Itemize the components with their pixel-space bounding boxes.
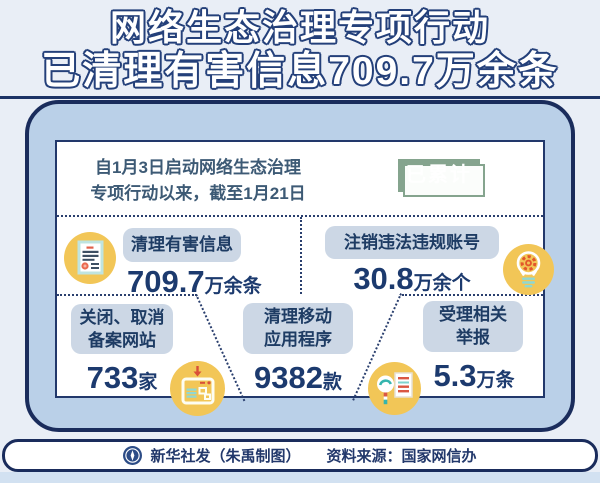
intro-line1: 自1月3日启动网络生态治理 — [95, 158, 301, 177]
dotted-divider-row2-left — [57, 294, 197, 296]
stat-label-accounts: 注销违法违规账号 — [325, 226, 499, 259]
content-panel: 自1月3日启动网络生态治理 专项行动以来，截至1月21日 已累计 清理有害信息 … — [55, 140, 554, 416]
footer-source: 资料来源：国家网信办 — [326, 448, 477, 465]
lightbulb-icon — [503, 244, 554, 300]
dotted-divider-column — [300, 217, 302, 294]
document-icon — [64, 232, 116, 289]
stat-label-line1: 关闭、取消 — [79, 308, 165, 327]
magnifier-icon — [368, 362, 421, 420]
intro-text: 自1月3日启动网络生态治理 专项行动以来，截至1月21日 — [72, 155, 324, 207]
dotted-divider-row2-right — [402, 294, 543, 296]
stat-label-apps: 清理移动 应用程序 — [243, 303, 353, 354]
stat-number: 709.7 — [127, 264, 205, 299]
page-title: 网络生态治理专项行动 已清理有害信息709.7万余条 — [0, 6, 600, 94]
stat-unit: 万余个 — [413, 273, 471, 294]
footer-bar: 新华社发（朱禹制图） 资料来源：国家网信办 — [2, 439, 598, 472]
stat-label-line1: 清理移动 — [264, 307, 332, 326]
stat-unit: 家 — [138, 372, 158, 393]
cumulative-badge: 已累计 — [398, 159, 485, 197]
browser-icon — [170, 361, 225, 421]
stat-value-accounts: 30.8万余个 — [325, 261, 499, 297]
stat-label-line2: 备案网站 — [88, 331, 156, 350]
stat-number: 30.8 — [353, 261, 414, 296]
title-underline — [0, 96, 600, 99]
stat-value-reports: 5.3万条 — [419, 358, 529, 394]
stat-label-line2: 应用程序 — [264, 330, 332, 349]
stat-value-harmful-info: 709.7万余条 — [127, 264, 262, 300]
stat-number: 5.3 — [433, 358, 477, 393]
stat-label-reports: 受理相关 举报 — [423, 301, 523, 352]
stat-value-apps: 9382款 — [243, 360, 353, 396]
stat-number: 9382 — [254, 360, 323, 395]
stat-unit: 万余条 — [204, 276, 262, 297]
bottom-background-strip — [0, 472, 600, 483]
footer-credit: 新华社发（朱禹制图） — [150, 448, 301, 465]
stat-label-websites: 关闭、取消 备案网站 — [71, 304, 173, 354]
stat-number: 733 — [86, 360, 139, 395]
stat-label-harmful-info: 清理有害信息 — [123, 228, 241, 262]
stat-label-line2: 举报 — [456, 328, 490, 347]
dotted-divider-row1 — [57, 215, 543, 217]
xinhua-logo — [123, 446, 143, 465]
stat-label-line1: 受理相关 — [439, 305, 507, 324]
stat-unit: 万条 — [476, 370, 515, 391]
stat-value-websites: 733家 — [65, 360, 179, 396]
page-title-line2: 已清理有害信息709.7万余条 — [41, 50, 559, 93]
intro-line2: 专项行动以来，截至1月21日 — [90, 184, 306, 203]
page-title-line1: 网络生态治理专项行动 — [109, 7, 490, 48]
stat-unit: 款 — [322, 372, 342, 393]
